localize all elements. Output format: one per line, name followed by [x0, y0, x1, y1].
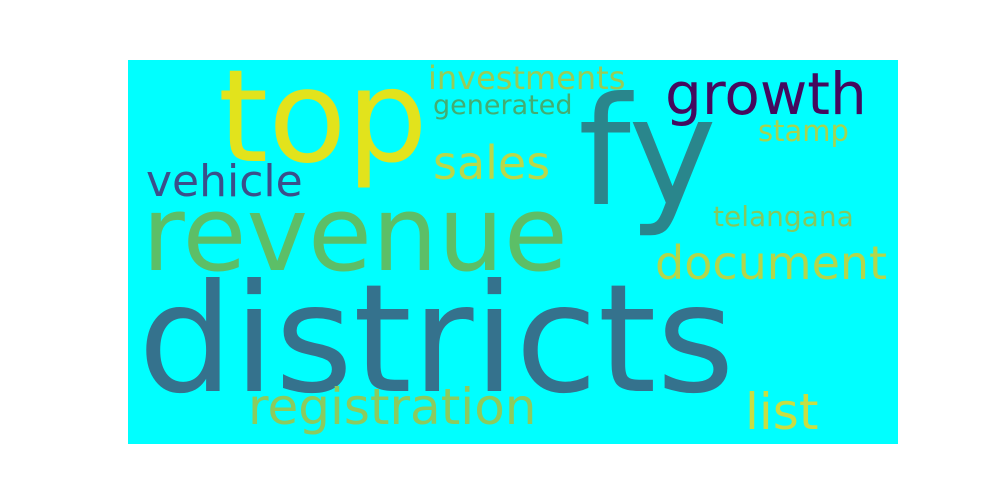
word-list: list: [745, 383, 819, 441]
word-stamp: stamp: [758, 114, 849, 148]
word-districts: districts: [138, 253, 735, 427]
word-investments: investments: [428, 60, 626, 97]
word-generated: generated: [433, 90, 573, 121]
word-top: top: [218, 60, 428, 192]
word-sales: sales: [433, 136, 551, 190]
word-vehicle: vehicle: [146, 156, 303, 207]
word-document: document: [655, 236, 888, 290]
word-revenue: revenue: [142, 173, 568, 295]
word-growth: growth: [665, 60, 867, 128]
word-telangana: telangana: [713, 200, 854, 233]
word-registration: registration: [248, 378, 537, 436]
word-cloud: districts revenue top fy growth registra…: [128, 60, 898, 444]
word-fy: fy: [578, 66, 717, 240]
